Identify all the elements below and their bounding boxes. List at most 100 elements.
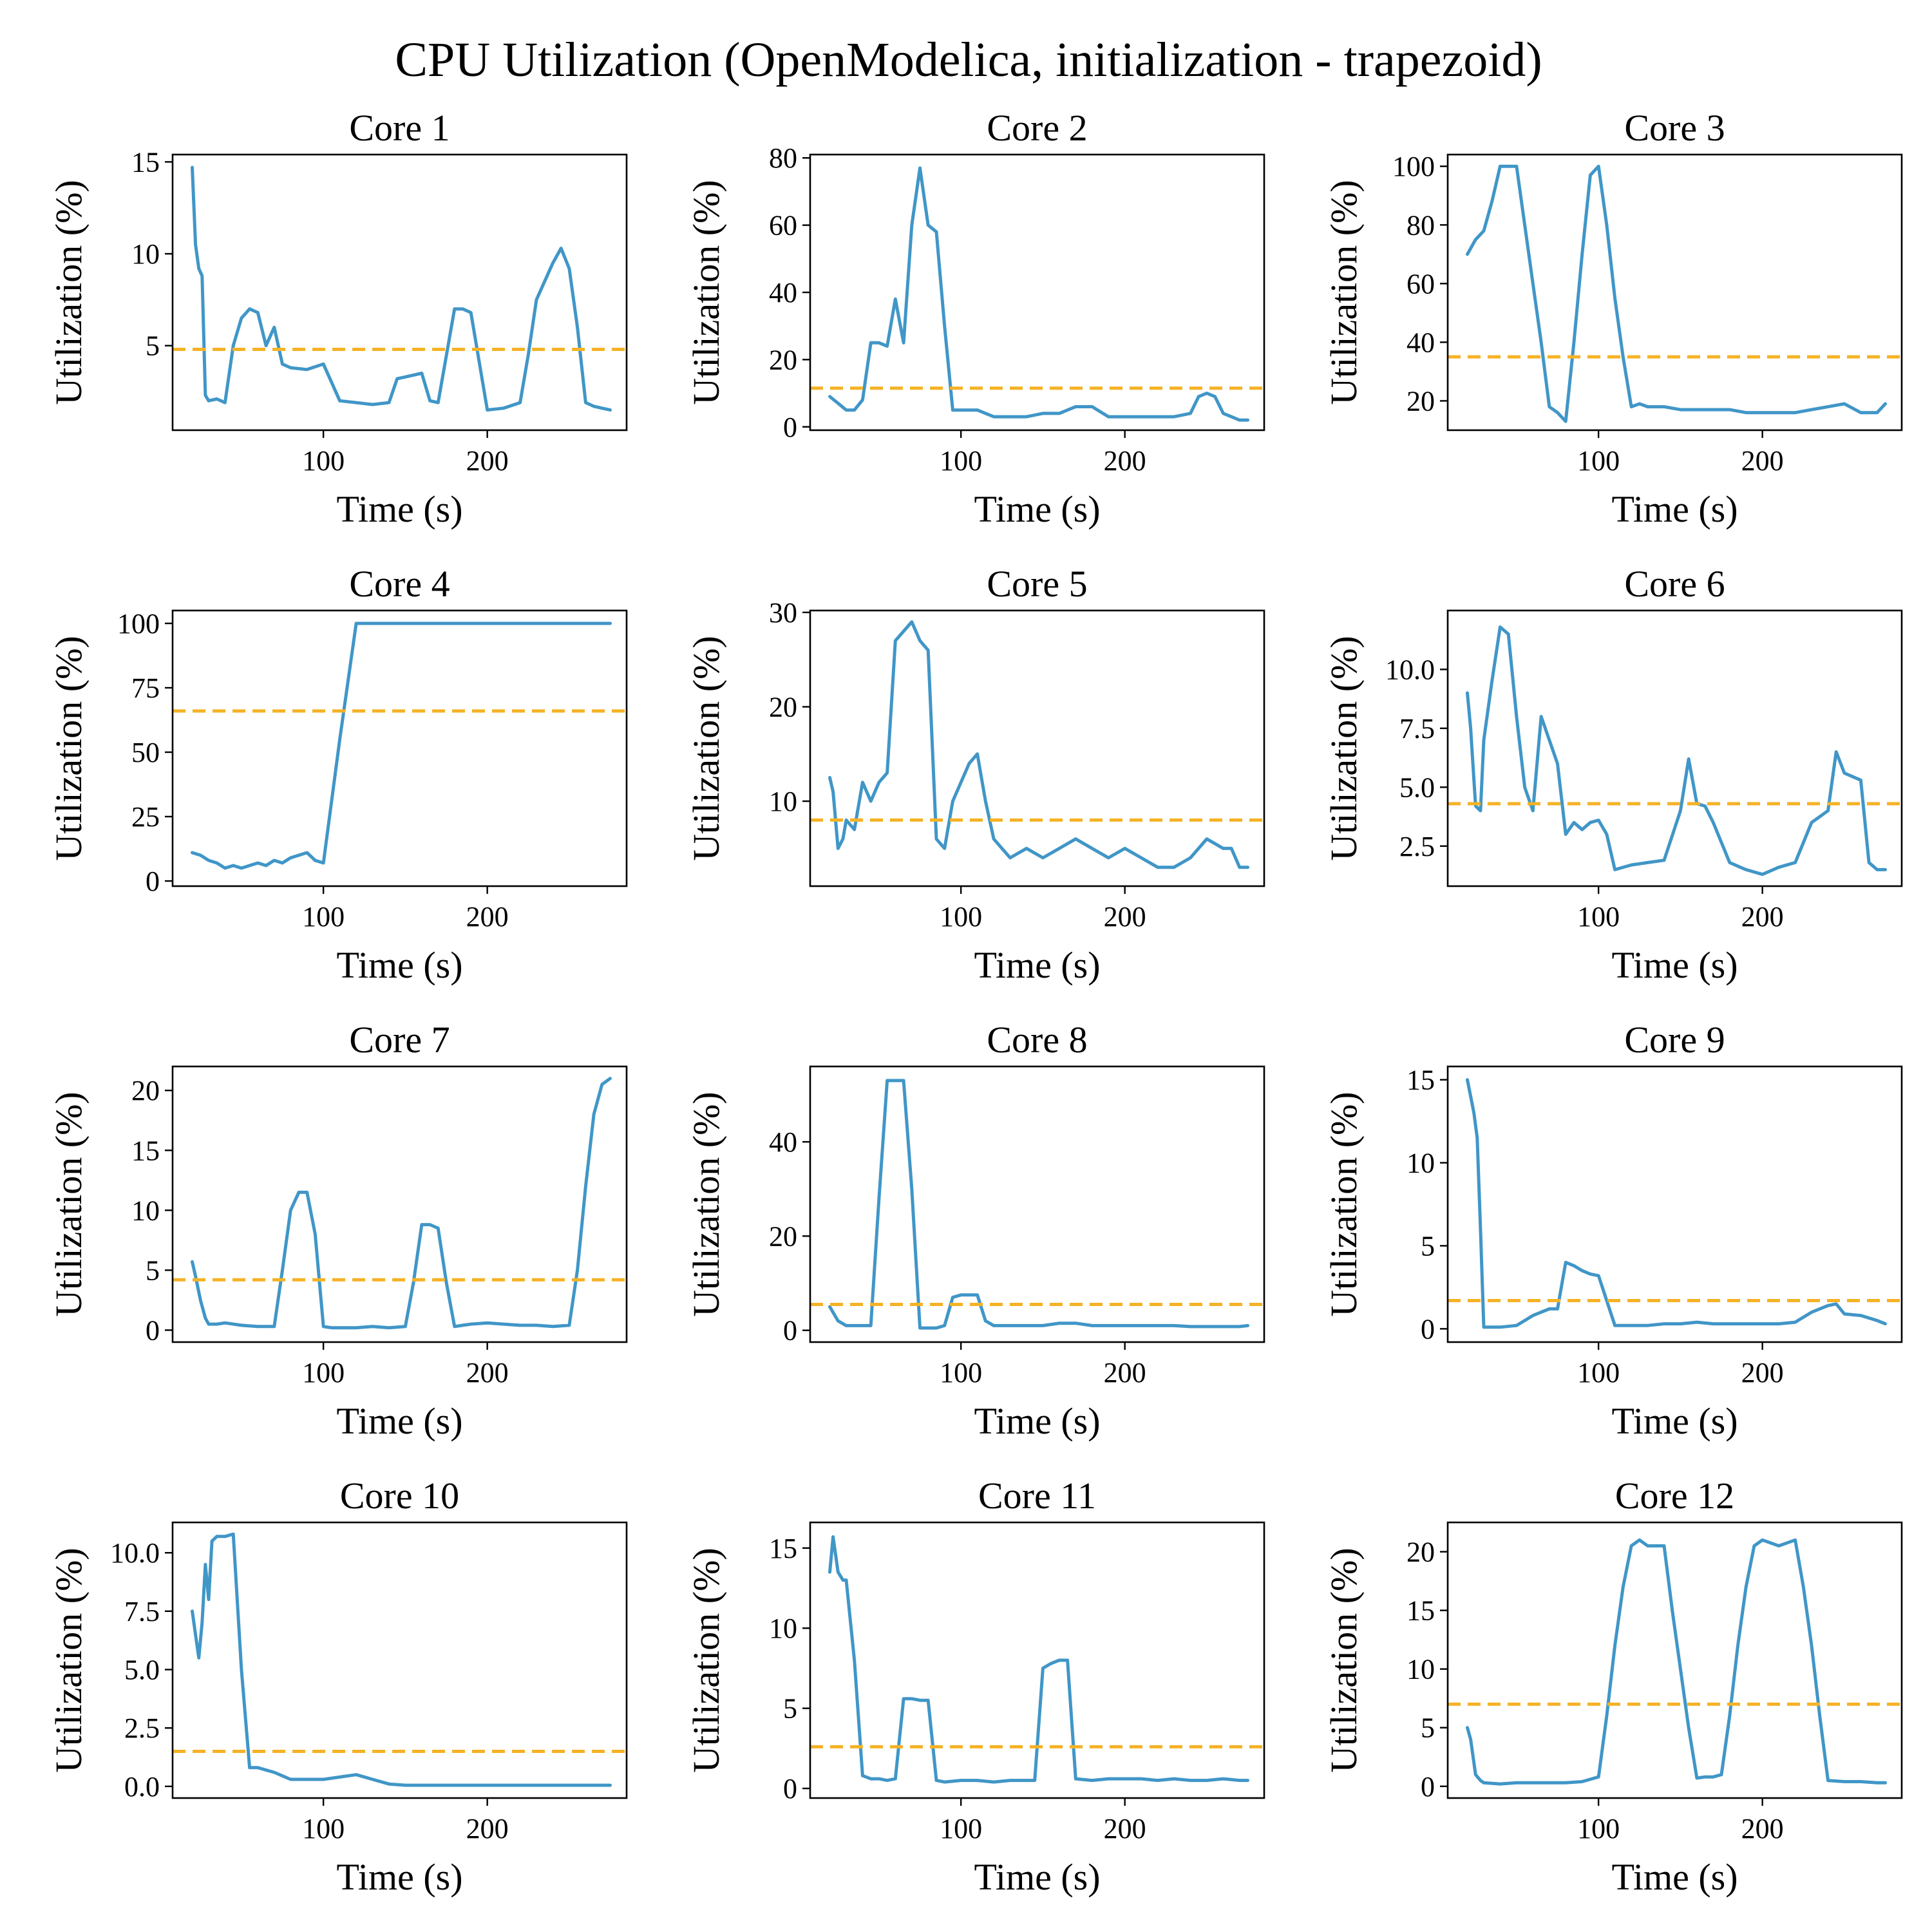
x-axis-label: Time (s) [336, 1856, 462, 1898]
subplot-core-6: Core 6 100 200 2.5 5.0 7.5 10.0 Time (s) Utiliza… [1323, 563, 1903, 986]
y-tick-label: 20 [769, 692, 797, 723]
y-axis-label: Utilization (%) [685, 1092, 727, 1317]
subplot-title: Core 7 [349, 1019, 450, 1061]
y-axis-label: Utilization (%) [48, 180, 90, 405]
y-tick-label: 10.0 [110, 1537, 160, 1569]
x-tick-label: 200 [1104, 901, 1146, 933]
y-tick-label: 10 [131, 1195, 160, 1226]
subplot-core-1: Core 1 100 200 5 10 15 Time (s) Utilization (%) [48, 107, 628, 530]
x-tick-label: 200 [1104, 1357, 1146, 1388]
y-tick-label: 50 [131, 737, 160, 768]
subplot-core-12: Core 12 100 200 0 5 10 15 20 Time (s) Utilization… [1323, 1475, 1903, 1898]
x-tick-label: 200 [1104, 445, 1146, 477]
y-tick-label: 20 [1406, 385, 1435, 417]
y-tick-label: 0 [783, 1773, 797, 1804]
subplot-title: Core 11 [978, 1475, 1096, 1517]
axes-frame [809, 609, 1265, 887]
y-tick-label: 100 [1392, 151, 1435, 182]
y-tick-label: 40 [769, 1126, 797, 1158]
utilization-line [828, 166, 1249, 422]
y-axis-label: Utilization (%) [1323, 636, 1365, 861]
y-axis-label: Utilization (%) [1323, 180, 1365, 405]
utilization-line [191, 1077, 612, 1330]
utilization-line [828, 1079, 1249, 1330]
y-tick-label: 0 [783, 412, 797, 443]
y-tick-label: 5 [146, 330, 160, 362]
x-tick-label: 100 [1577, 445, 1620, 477]
y-tick-label: 5 [1421, 1230, 1435, 1262]
subplot-core-11: Core 11 100 200 0 5 10 15 Time (s) Utilization (… [685, 1475, 1265, 1898]
axes-frame [809, 1521, 1265, 1799]
x-axis-label: Time (s) [974, 488, 1100, 530]
y-axis-label: Utilization (%) [48, 1548, 90, 1773]
subplot-title: Core 8 [987, 1019, 1087, 1061]
subplot-title: Core 5 [987, 563, 1087, 605]
figure-title: CPU Utilization (OpenModelica, initializ… [395, 33, 1542, 87]
subplot-title: Core 3 [1624, 107, 1725, 149]
axes-frame [171, 1065, 628, 1343]
y-tick-label: 7.5 [124, 1596, 160, 1627]
utilization-line [191, 166, 612, 412]
y-tick-label: 20 [131, 1075, 160, 1106]
y-tick-label: 0 [1421, 1771, 1435, 1803]
utilization-line [828, 620, 1249, 869]
y-tick-label: 80 [1406, 209, 1435, 241]
x-axis-label: Time (s) [1611, 488, 1738, 530]
y-tick-label: 60 [1406, 268, 1435, 299]
y-tick-label: 40 [1406, 327, 1435, 358]
y-tick-label: 15 [1406, 1065, 1435, 1096]
y-tick-label: 2.5 [124, 1712, 160, 1744]
axes-frame [171, 153, 628, 431]
y-axis-label: Utilization (%) [48, 1092, 90, 1317]
subplot-title: Core 2 [987, 107, 1087, 149]
y-tick-label: 40 [769, 277, 797, 308]
y-tick-label: 20 [1406, 1537, 1435, 1568]
y-tick-label: 10 [769, 1613, 797, 1644]
y-tick-label: 0 [146, 1314, 160, 1346]
utilization-line [1466, 625, 1887, 876]
x-tick-label: 100 [1577, 901, 1620, 933]
x-tick-label: 200 [1741, 1813, 1784, 1844]
axes-frame [1446, 153, 1903, 431]
y-tick-label: 2.5 [1399, 831, 1435, 862]
y-tick-label: 7.5 [1399, 713, 1435, 744]
subplot-title: Core 1 [349, 107, 450, 149]
subplot-core-9: Core 9 100 200 0 5 10 15 Time (s) Utilization (%… [1323, 1019, 1903, 1442]
x-tick-label: 200 [466, 1813, 509, 1844]
x-tick-label: 100 [302, 1357, 345, 1388]
y-tick-label: 5.0 [124, 1654, 160, 1686]
utilization-line [1466, 1538, 1887, 1786]
y-tick-label: 10 [769, 786, 797, 817]
x-axis-label: Time (s) [336, 944, 462, 986]
utilization-line [191, 1532, 612, 1787]
x-tick-label: 100 [940, 1357, 982, 1388]
x-tick-label: 200 [466, 901, 509, 933]
y-tick-label: 100 [117, 608, 160, 639]
x-tick-label: 100 [940, 445, 982, 477]
x-tick-label: 200 [466, 445, 509, 477]
y-tick-label: 0 [1421, 1313, 1435, 1345]
y-axis-label: Utilization (%) [685, 180, 727, 405]
utilization-line [191, 621, 612, 870]
y-tick-label: 80 [769, 142, 797, 174]
axes-frame [1446, 1065, 1903, 1343]
subplot-core-8: Core 8 100 200 0 20 40 Time (s) Utilization (%) [685, 1019, 1265, 1442]
y-tick-label: 30 [769, 597, 797, 629]
y-tick-label: 15 [1406, 1595, 1435, 1627]
x-tick-label: 200 [1741, 901, 1784, 933]
y-tick-label: 75 [131, 672, 160, 704]
x-axis-label: Time (s) [1611, 1400, 1738, 1442]
y-tick-label: 60 [769, 210, 797, 242]
y-tick-label: 5 [783, 1693, 797, 1725]
x-axis-label: Time (s) [974, 1400, 1100, 1442]
x-tick-label: 100 [1577, 1813, 1620, 1844]
utilization-line [1466, 164, 1887, 423]
axes-frame [1446, 609, 1903, 887]
x-tick-label: 100 [302, 901, 345, 933]
subplot-core-4: Core 4 100 200 0 25 50 75 100 Time (s) Utilizatio… [48, 563, 628, 986]
y-tick-label: 15 [769, 1533, 797, 1564]
y-tick-label: 20 [769, 344, 797, 375]
y-tick-label: 20 [769, 1220, 797, 1252]
subplot-title: Core 6 [1624, 563, 1725, 605]
